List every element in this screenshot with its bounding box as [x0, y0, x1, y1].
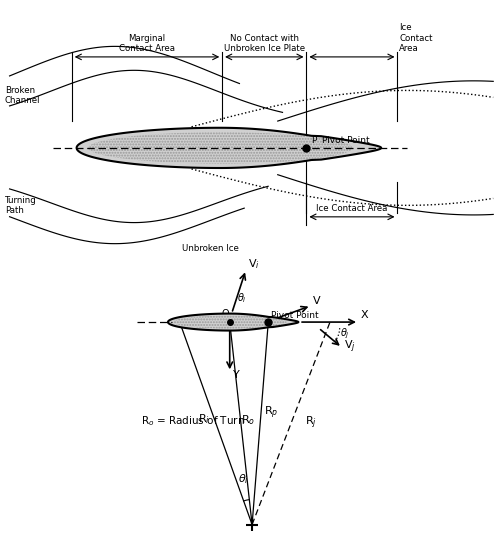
Text: R$_j$: R$_j$ [305, 415, 317, 431]
Text: O: O [221, 309, 229, 320]
Text: Unbroken Ice: Unbroken Ice [182, 244, 239, 253]
Polygon shape [77, 128, 381, 168]
Text: Broken
Channel: Broken Channel [5, 85, 40, 105]
Text: X: X [361, 310, 369, 320]
Text: Y: Y [233, 370, 240, 380]
Text: $\theta_i$: $\theta_i$ [237, 291, 247, 305]
Text: Pivot Point: Pivot Point [322, 136, 370, 145]
Text: Pivot Point: Pivot Point [270, 311, 318, 320]
Text: R$_o$ = Radius of Turn: R$_o$ = Radius of Turn [141, 414, 245, 428]
Text: R$_i$: R$_i$ [198, 412, 210, 426]
Text: R$_o$: R$_o$ [242, 413, 255, 427]
Text: P: P [311, 136, 317, 145]
Text: $\theta_j$: $\theta_j$ [340, 327, 350, 341]
Text: Turning
Path: Turning Path [5, 195, 36, 215]
Polygon shape [168, 314, 298, 330]
Text: $\theta_i$: $\theta_i$ [238, 472, 249, 487]
Text: No Contact with
Unbroken Ice Plate: No Contact with Unbroken Ice Plate [224, 33, 305, 53]
Text: R$_p$: R$_p$ [264, 405, 278, 421]
Text: Ice Contact Area: Ice Contact Area [316, 204, 387, 213]
Text: Marginal
Contact Area: Marginal Contact Area [119, 33, 175, 53]
Text: V$_i$: V$_i$ [248, 258, 259, 272]
Text: V: V [313, 296, 321, 306]
Text: V$_j$: V$_j$ [344, 339, 356, 355]
Text: Ice
Contact
Area: Ice Contact Area [399, 23, 433, 53]
